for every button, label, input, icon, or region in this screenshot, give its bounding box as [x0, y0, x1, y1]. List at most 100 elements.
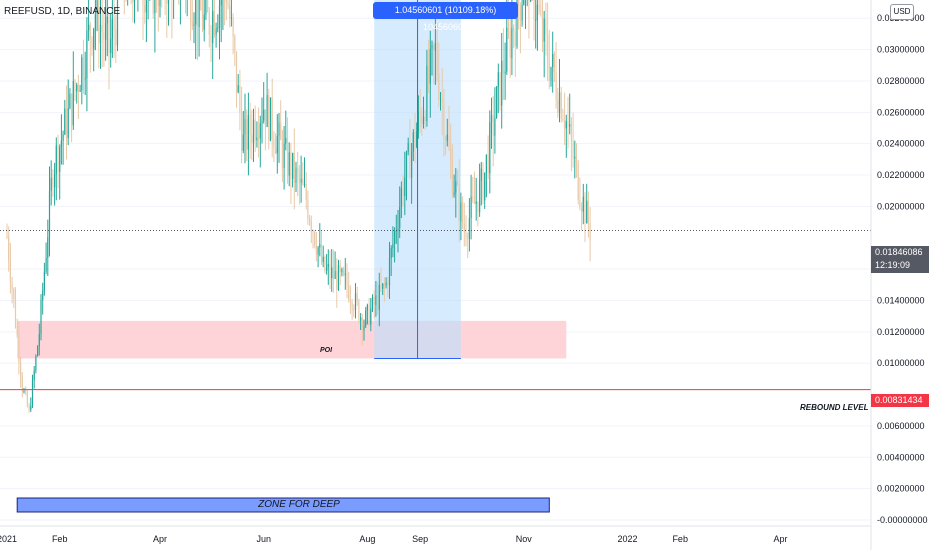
candle-body — [360, 317, 362, 321]
candle-body — [518, 0, 520, 5]
candle-body — [264, 109, 266, 127]
candle-body — [81, 57, 83, 91]
candle-body — [329, 263, 331, 278]
candle-body — [431, 44, 433, 49]
price-tick-label: 0.02400000 — [877, 139, 925, 149]
candle-body — [247, 115, 249, 150]
candle-body — [438, 73, 440, 100]
candle-body — [412, 132, 414, 152]
zone-for-deep-label: ZONE FOR DEEP — [258, 499, 340, 510]
candle-body — [377, 295, 379, 310]
price-tick-label: 0.02800000 — [877, 76, 925, 86]
candle-body — [74, 81, 76, 92]
candle-body — [419, 111, 421, 116]
candle-body — [310, 222, 312, 232]
candle-body — [43, 271, 45, 291]
candle-body — [93, 28, 95, 49]
candle-body — [368, 305, 370, 325]
candle-body — [227, 2, 229, 6]
poi-label: POI — [320, 347, 333, 354]
candle-body — [540, 10, 542, 12]
candle-body — [334, 270, 336, 279]
candle-body — [269, 97, 272, 141]
candle-body — [230, 17, 232, 19]
candle-body — [371, 297, 374, 309]
candle-body — [574, 156, 576, 159]
candle-body — [94, 14, 96, 29]
candle-body — [254, 119, 256, 141]
candle-body — [105, 23, 107, 40]
candle-body — [201, 10, 204, 30]
candle-body — [404, 177, 406, 197]
symbol-title: REEFUSD, 1D, BINANCE — [4, 6, 121, 17]
candle-body — [23, 390, 25, 392]
price-tick-label: 0.02600000 — [877, 107, 925, 117]
candle-body — [13, 288, 15, 299]
candle-body — [142, 0, 144, 6]
candle-body — [477, 201, 479, 213]
candle-body — [305, 183, 307, 200]
candle-body — [166, 0, 168, 4]
candle-body — [581, 207, 583, 212]
candle-body — [256, 137, 258, 141]
candle-body — [468, 217, 470, 239]
candle-body — [285, 137, 287, 144]
candle-body — [395, 231, 397, 233]
candle-body — [416, 131, 418, 147]
candle-body — [365, 310, 367, 326]
candle-body — [218, 5, 221, 28]
candle-body — [314, 232, 316, 245]
candle-body — [490, 114, 493, 123]
candle-body — [353, 309, 355, 311]
time-tick-label: Jun — [256, 534, 271, 544]
candle-body — [55, 145, 57, 174]
currency-button[interactable]: USD — [890, 4, 914, 20]
candle-body — [336, 270, 338, 290]
candle-body — [547, 34, 549, 63]
candle-body — [167, 0, 170, 4]
candle-body — [439, 98, 442, 100]
candle-body — [35, 356, 37, 371]
candle-body — [405, 151, 408, 178]
candle-body — [579, 200, 581, 208]
candle-body — [64, 108, 66, 135]
candle-body — [436, 42, 438, 74]
candle-body — [258, 137, 260, 139]
candle-body — [349, 299, 351, 303]
price-tick-label: 0.00400000 — [877, 452, 925, 462]
candle-body — [465, 232, 467, 239]
candle-body — [399, 206, 401, 229]
candle-body — [40, 299, 42, 334]
candle-body — [25, 390, 27, 394]
candle-body — [215, 28, 217, 35]
candle-body — [116, 0, 119, 46]
candle-body — [582, 196, 584, 212]
candle-body — [332, 267, 334, 279]
candle-body — [208, 11, 210, 35]
candle-body — [516, 0, 518, 47]
candle-body — [555, 72, 557, 100]
candle-body — [506, 27, 508, 72]
candle-body — [553, 53, 555, 73]
candle-body — [572, 141, 574, 159]
candle-body — [205, 0, 207, 15]
candle-body — [110, 38, 112, 53]
candle-body — [195, 0, 197, 25]
candle-body — [383, 283, 385, 286]
candle-body — [434, 42, 436, 51]
candle-body — [358, 300, 360, 321]
candle-body — [394, 231, 396, 244]
candle-body — [235, 51, 238, 93]
candle-body — [586, 200, 588, 224]
candle-body — [470, 196, 472, 218]
candle-body — [65, 108, 68, 139]
candle-body — [514, 31, 516, 47]
rebound-level-label: REBOUND LEVEL — [800, 403, 869, 412]
candle-body — [62, 134, 64, 141]
candle-body — [375, 295, 377, 305]
candle-body — [426, 65, 428, 122]
candle-body — [577, 163, 579, 201]
candle-body — [570, 124, 572, 142]
candle-body — [421, 115, 423, 125]
